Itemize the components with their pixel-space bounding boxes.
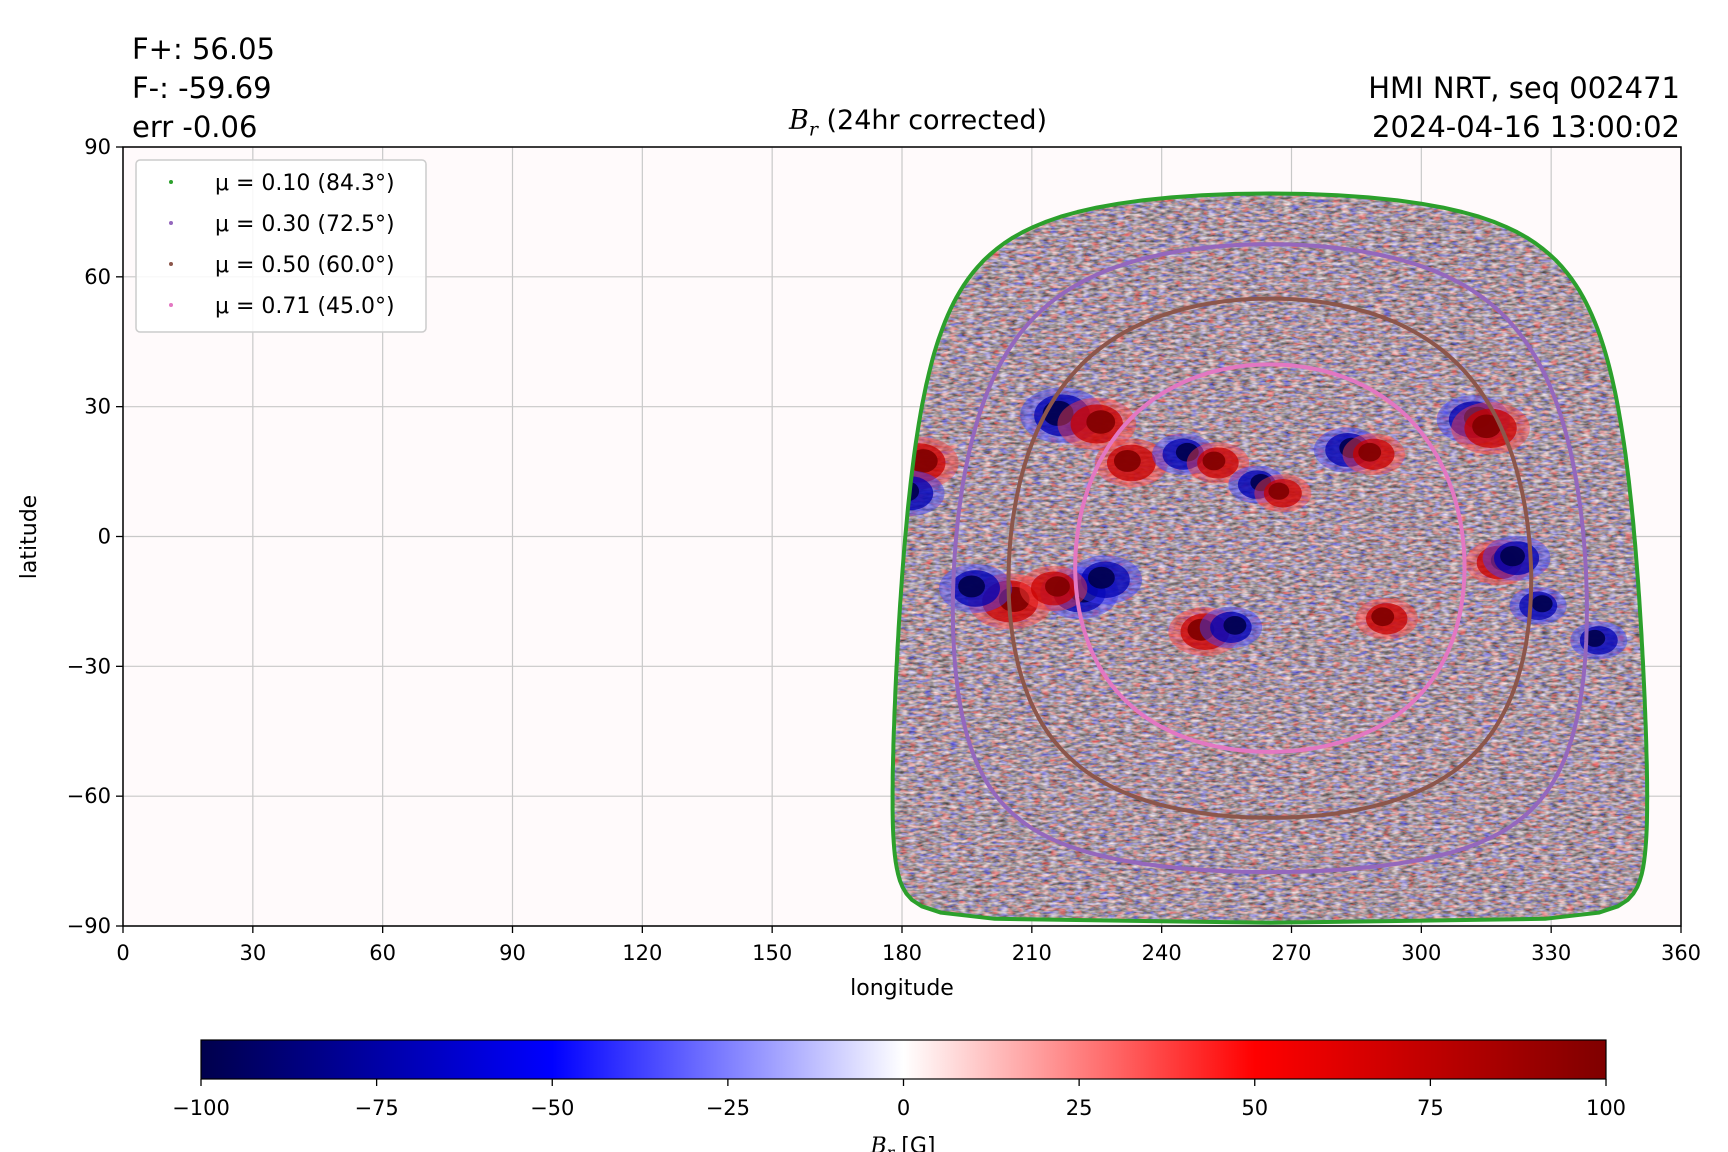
active-region-core — [1223, 616, 1247, 635]
x-tick-label: 90 — [499, 941, 526, 965]
legend-marker — [169, 262, 173, 266]
active-region-core — [998, 586, 1030, 613]
y-tick-label: −60 — [67, 784, 111, 808]
active-region-core — [1358, 442, 1382, 462]
active-region-core — [1584, 629, 1606, 647]
legend-label: μ = 0.50 (60.0°) — [215, 253, 395, 278]
colorbar-ticks: −100 −75 −50 −25 0 25 50 75 100 — [172, 1079, 1626, 1120]
x-tick-label: 270 — [1271, 941, 1311, 965]
mu-contour-0.50 — [1006, 296, 1534, 820]
colorbar-tick-label: 25 — [1066, 1096, 1093, 1120]
colorbar-tick-label: 75 — [1417, 1096, 1444, 1120]
colorbar-tick-label: −25 — [706, 1096, 750, 1120]
colorbar-tick-label: −50 — [530, 1096, 574, 1120]
legend-label: μ = 0.10 (84.3°) — [215, 171, 395, 196]
legend-marker — [169, 303, 173, 307]
y-axis: −90 −60 −30 0 30 60 90 — [67, 135, 123, 938]
flux-info: F+: 56.05 F-: -59.69 err -0.06 — [132, 30, 275, 147]
x-tick-label: 330 — [1531, 941, 1571, 965]
disk-layer — [892, 193, 1648, 923]
timestamp-text: 2024-04-16 13:00:02 — [1372, 110, 1680, 144]
mu-contour-0.71 — [1073, 362, 1467, 754]
x-tick-label: 240 — [1142, 941, 1182, 965]
active-region-core — [1045, 576, 1070, 597]
chart-title-subscript: r — [808, 118, 818, 141]
flux-positive-text: F+: 56.05 — [132, 32, 275, 66]
x-tick-label: 180 — [882, 941, 922, 965]
mu-contour-0.10 — [890, 191, 1650, 925]
x-tick-label: 0 — [116, 941, 129, 965]
colorbar — [200, 1039, 1607, 1080]
disk-noise-texture — [892, 193, 1648, 923]
chart-title: Br (24hr corrected) — [789, 105, 1047, 140]
legend-label: μ = 0.71 (45.0°) — [215, 294, 395, 319]
x-tick-label: 120 — [622, 941, 662, 965]
y-tick-label: 30 — [84, 395, 111, 419]
colorbar-tick-label: −75 — [354, 1096, 398, 1120]
colorbar-label-unit: [G] — [894, 1134, 935, 1152]
legend-box — [135, 159, 427, 333]
legend-label: μ = 0.30 (72.5°) — [215, 212, 395, 237]
active-region-core — [1500, 545, 1525, 567]
y-tick-label: 60 — [84, 265, 111, 289]
x-tick-label: 360 — [1661, 941, 1701, 965]
mu-contours — [890, 191, 1650, 925]
active-region-core — [1187, 618, 1215, 641]
active-region-core — [1086, 410, 1116, 434]
colorbar-label-symbol: B — [869, 1134, 886, 1152]
active-region-core — [1175, 442, 1199, 462]
active-region-core — [1202, 451, 1226, 471]
source-info: HMI NRT, seq 002471 2024-04-16 13:00:02 — [1368, 69, 1680, 147]
x-tick-label: 30 — [239, 941, 266, 965]
x-tick-label: 150 — [752, 941, 792, 965]
x-axis-label: longitude — [850, 976, 954, 1001]
y-tick-label: 90 — [84, 135, 111, 159]
y-tick-label: −90 — [67, 914, 111, 938]
active-region-core — [1087, 566, 1115, 589]
colorbar-tick-label: −100 — [172, 1096, 230, 1120]
legend-marker — [169, 180, 173, 184]
y-axis-label: latitude — [17, 495, 42, 579]
legend: μ = 0.10 (84.3°) μ = 0.30 (72.5°) μ = 0.50… — [135, 159, 427, 333]
colorbar-tick-label: 50 — [1241, 1096, 1268, 1120]
chart-title-rest: (24hr corrected) — [817, 105, 1048, 136]
colorbar-label-subscript: r — [887, 1143, 896, 1152]
active-region-core — [1371, 607, 1395, 627]
x-axis: 0 30 60 90 120 150 180 210 240 270 300 330 360 — [116, 926, 1701, 965]
active-region-core — [1472, 414, 1501, 439]
error-text: err -0.06 — [132, 110, 258, 144]
mu-contour-0.30 — [950, 242, 1589, 875]
chart-title-symbol: B — [788, 105, 809, 136]
active-region-core — [958, 575, 985, 598]
source-text: HMI NRT, seq 002471 — [1368, 71, 1680, 105]
y-tick-label: −30 — [67, 654, 111, 678]
active-region-core — [1113, 449, 1141, 472]
colorbar-tick-label: 100 — [1586, 1096, 1626, 1120]
active-region-core — [1268, 482, 1290, 500]
colorbar-tick-label: 0 — [897, 1096, 910, 1120]
x-tick-label: 60 — [369, 941, 396, 965]
x-tick-label: 300 — [1401, 941, 1441, 965]
y-tick-label: 0 — [98, 525, 111, 549]
colorbar-label: Br [G] — [869, 1134, 935, 1152]
active-region-core — [1531, 595, 1553, 613]
flux-negative-text: F-: -59.69 — [132, 71, 272, 105]
legend-marker — [169, 221, 173, 225]
magnetogram-disk — [892, 193, 1648, 923]
x-tick-label: 210 — [1012, 941, 1052, 965]
